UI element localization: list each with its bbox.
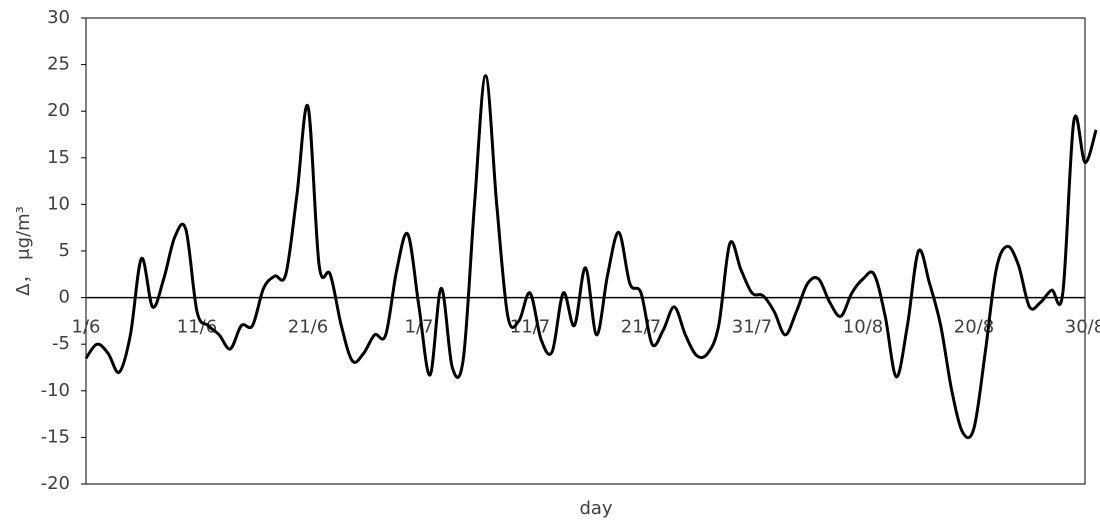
plot-frame	[85, 17, 1086, 485]
y-tick-label: 5	[59, 240, 70, 261]
x-tick-label: 21/6	[288, 317, 328, 338]
x-tick-label: 10/8	[843, 317, 883, 338]
x-tick-label: 21/7	[621, 317, 661, 338]
x-axis-title: day	[579, 498, 612, 519]
x-tick-label: 30/8	[1065, 317, 1100, 338]
x-tick-label: 1/7	[405, 317, 434, 338]
x-tick-label: 11/6	[177, 317, 217, 338]
y-tick-label: -15	[41, 426, 70, 447]
y-tick-label: -10	[41, 380, 70, 401]
y-tick-label: 15	[47, 147, 70, 168]
series-line	[84, 74, 1098, 440]
x-tick-label: 31/7	[732, 317, 772, 338]
x-tick-label: 20/8	[954, 317, 994, 338]
y-tick-label: 0	[59, 287, 70, 308]
y-axis-title: Δ， μg/m³	[13, 206, 34, 296]
y-tick-label: 20	[47, 100, 70, 121]
y-tick-label: -20	[41, 473, 70, 494]
x-tick-label: 1/6	[72, 317, 101, 338]
x-tick-label: 11/7	[510, 317, 550, 338]
y-tick-label: 30	[47, 7, 70, 28]
y-tick-label: 10	[47, 193, 70, 214]
y-tick-label: -5	[52, 333, 70, 354]
y-tick-label: 25	[47, 54, 70, 75]
